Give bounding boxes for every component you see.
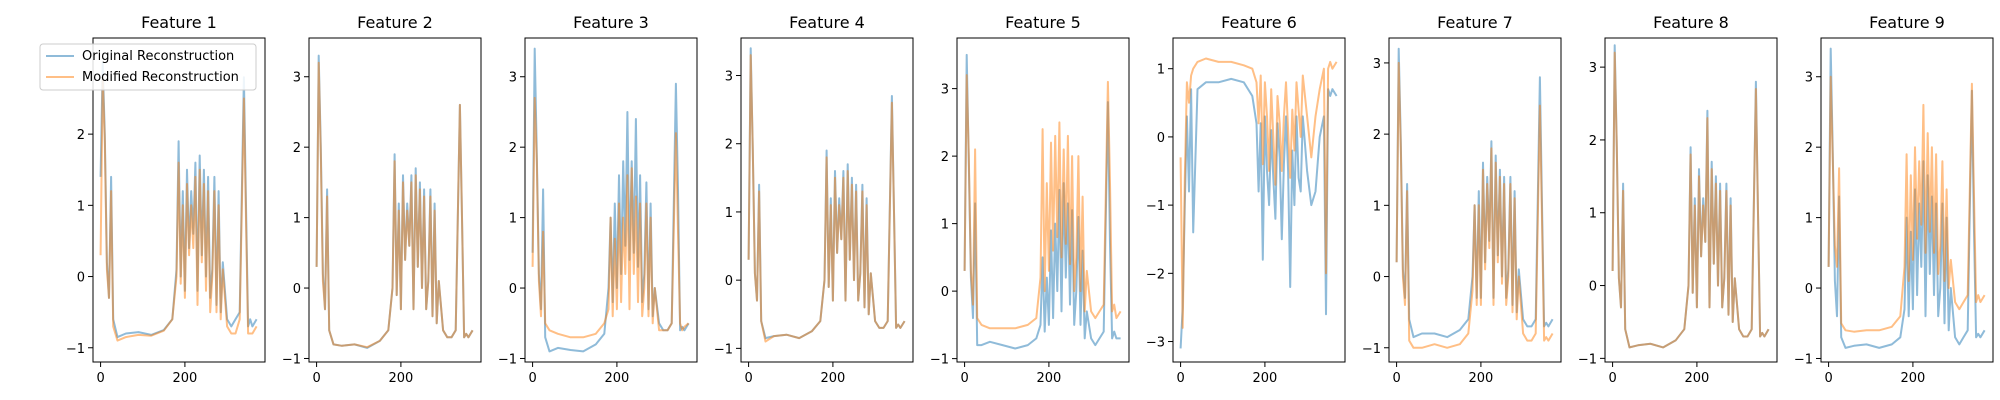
series-line-modified xyxy=(1611,51,1770,349)
axes-frame xyxy=(1388,37,1562,363)
subplot-feature-8: Feature 8 0 200 −1 0 1 2 3 xyxy=(1578,13,1778,386)
x-tick-label: 0 xyxy=(744,371,752,386)
y-tick-label: 1 xyxy=(725,206,733,221)
y-tick-label: 0 xyxy=(1589,280,1597,295)
y-tick-label: −2 xyxy=(1146,267,1165,282)
axes-frame xyxy=(1172,37,1346,363)
y-tick-label: −1 xyxy=(498,352,517,367)
y-tick-label: −1 xyxy=(930,353,949,368)
y-tick-label: 1 xyxy=(1805,212,1813,227)
subplot-title: Feature 9 xyxy=(1869,13,1945,32)
x-tick-label: 200 xyxy=(172,371,197,386)
x-tick-label: 0 xyxy=(1392,371,1400,386)
subplot-title: Feature 4 xyxy=(789,13,865,32)
y-tick-label: 2 xyxy=(77,128,85,143)
legend-frame xyxy=(39,43,257,91)
x-tick-label: 200 xyxy=(1252,371,1277,386)
series-line-modified xyxy=(747,54,906,343)
x-tick-label: 0 xyxy=(312,371,320,386)
y-tick-label: 1 xyxy=(1589,207,1597,222)
y-tick-label: −1 xyxy=(1578,352,1597,367)
subplot-feature-5: Feature 5 0 200 −1 0 1 2 3 xyxy=(930,13,1130,386)
y-tick-label: 3 xyxy=(1373,57,1381,72)
y-tick-label: −1 xyxy=(1794,352,1813,367)
x-tick-label: 200 xyxy=(1468,371,1493,386)
x-tick-label: 200 xyxy=(388,371,413,386)
x-tick-label: 200 xyxy=(604,371,629,386)
y-tick-label: 0 xyxy=(1805,282,1813,297)
subplot-title: Feature 7 xyxy=(1437,13,1513,32)
y-tick-label: 0 xyxy=(1157,131,1165,146)
subplot-feature-9: Feature 9 0 200 −1 0 1 2 3 xyxy=(1794,13,1994,386)
series-line-modified xyxy=(99,76,258,342)
y-tick-label: −1 xyxy=(1362,342,1381,357)
subplot-title: Feature 8 xyxy=(1653,13,1729,32)
x-tick-label: 200 xyxy=(1900,371,1925,386)
subplot-feature-1: Feature 1 0 200 −1 0 1 2 xyxy=(66,13,266,386)
x-tick-label: 200 xyxy=(1036,371,1061,386)
x-tick-label: 0 xyxy=(528,371,536,386)
x-tick-label: 200 xyxy=(820,371,845,386)
x-tick-label: 0 xyxy=(96,371,104,386)
y-tick-label: −3 xyxy=(1146,336,1165,351)
subplot-feature-7: Feature 7 0 200 −1 0 1 2 3 xyxy=(1362,13,1562,386)
x-tick-label: 0 xyxy=(1824,371,1832,386)
y-tick-label: 0 xyxy=(1373,271,1381,286)
x-tick-label: 0 xyxy=(960,371,968,386)
y-tick-label: 0 xyxy=(941,285,949,300)
x-tick-label: 200 xyxy=(1684,371,1709,386)
subplot-title: Feature 5 xyxy=(1005,13,1081,32)
subplot-title: Feature 1 xyxy=(141,13,217,32)
legend-label-modified: Modified Reconstruction xyxy=(82,70,239,85)
y-tick-label: −1 xyxy=(282,352,301,367)
legend-label-original: Original Reconstruction xyxy=(82,49,234,64)
y-tick-label: −1 xyxy=(1146,199,1165,214)
y-tick-label: 2 xyxy=(941,150,949,165)
y-tick-label: 1 xyxy=(509,212,517,227)
series-line-modified xyxy=(315,61,474,349)
series-line-modified xyxy=(1827,75,1986,333)
y-tick-label: 0 xyxy=(509,282,517,297)
y-tick-label: 2 xyxy=(1589,134,1597,149)
x-tick-label: 0 xyxy=(1176,371,1184,386)
y-tick-label: 1 xyxy=(1157,63,1165,78)
series-line-modified xyxy=(963,74,1122,330)
legend: Original Reconstruction Modified Reconst… xyxy=(39,43,257,91)
subplot-title: Feature 2 xyxy=(357,13,433,32)
subplot-title: Feature 3 xyxy=(573,13,649,32)
series-line-modified xyxy=(1395,61,1554,349)
y-tick-label: 3 xyxy=(725,70,733,85)
y-tick-label: 3 xyxy=(941,83,949,98)
y-tick-label: 0 xyxy=(77,271,85,286)
x-tick-label: 0 xyxy=(1608,371,1616,386)
y-tick-label: 0 xyxy=(293,282,301,297)
y-tick-label: 2 xyxy=(1373,128,1381,143)
series-line-modified xyxy=(1179,57,1338,329)
y-tick-label: 3 xyxy=(1589,61,1597,76)
y-tick-label: 2 xyxy=(725,138,733,153)
subplot-feature-2: Feature 2 0 200 −1 0 1 2 3 xyxy=(282,13,482,386)
y-tick-label: 3 xyxy=(1805,71,1813,86)
y-tick-label: 0 xyxy=(725,274,733,289)
y-tick-label: 2 xyxy=(293,141,301,156)
y-tick-label: 2 xyxy=(1805,141,1813,156)
y-tick-label: 2 xyxy=(509,141,517,156)
series-line-modified xyxy=(531,96,690,339)
subplot-title: Feature 6 xyxy=(1221,13,1297,32)
y-tick-label: 1 xyxy=(941,218,949,233)
subplot-feature-3: Feature 3 0 200 −1 0 1 2 3 xyxy=(498,13,698,386)
axes-frame xyxy=(524,37,698,363)
y-tick-label: −1 xyxy=(714,342,733,357)
subplot-feature-4: Feature 4 0 200 −1 0 1 2 3 xyxy=(714,13,914,386)
y-tick-label: 1 xyxy=(1373,199,1381,214)
y-tick-label: 1 xyxy=(293,212,301,227)
y-tick-label: −1 xyxy=(66,342,85,357)
y-tick-label: 1 xyxy=(77,199,85,214)
y-tick-label: 3 xyxy=(293,71,301,86)
subplot-feature-6: Feature 6 0 200 −3 −2 −1 0 1 xyxy=(1146,13,1346,386)
y-tick-label: 3 xyxy=(509,71,517,86)
